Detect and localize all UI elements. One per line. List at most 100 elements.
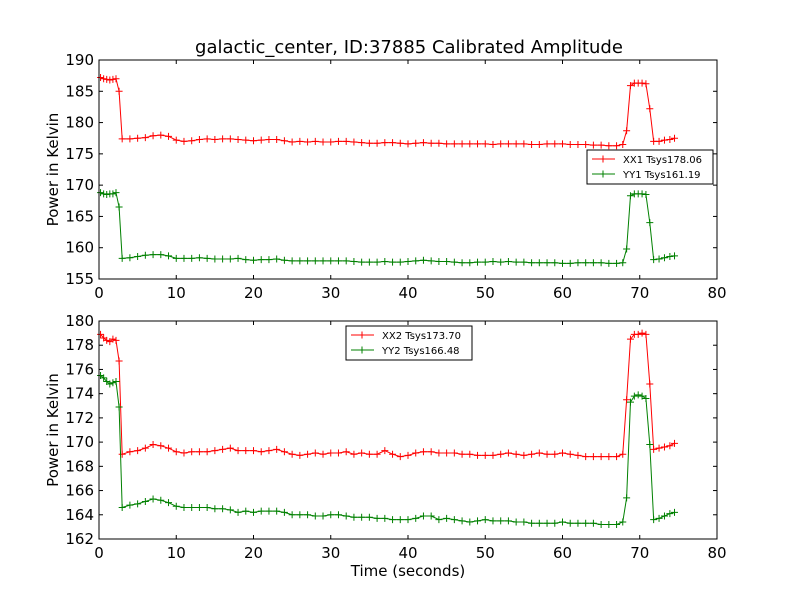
data-point: [296, 137, 304, 145]
data-point: [334, 449, 342, 457]
legend: XX2 Tsys173.70 YY2 Tsys166.48: [345, 325, 473, 361]
data-point: [574, 140, 582, 148]
data-point: [250, 256, 257, 264]
y-axis-label: Power in Kelvin: [44, 113, 62, 227]
data-point: [141, 134, 149, 142]
panel-1: 0 10 20 30 40 50 60 70 80 155 160 165 170 175 180 185 19…: [44, 51, 727, 302]
data-point: [481, 451, 489, 459]
data-point: [642, 191, 650, 199]
data-point: [188, 137, 196, 145]
data-point: [642, 330, 650, 338]
data-point: [157, 442, 165, 450]
data-point: [203, 504, 211, 512]
data-point: [481, 258, 489, 266]
data-point: [613, 259, 621, 267]
data-point: [605, 142, 613, 150]
y-tick-label: 170: [65, 433, 94, 451]
data-point: [474, 517, 482, 525]
data-point: [504, 140, 512, 148]
data-point: [327, 138, 335, 146]
data-point: [288, 450, 296, 458]
data-point: [288, 138, 296, 146]
data-point: [574, 519, 582, 527]
data-point: [180, 449, 188, 457]
data-point: [443, 140, 451, 148]
data-point: [512, 450, 520, 458]
data-point: [389, 516, 397, 524]
data-point: [566, 140, 574, 148]
data-point: [373, 514, 381, 522]
data-point: [296, 257, 304, 265]
data-point: [412, 257, 420, 265]
data-point: [250, 137, 257, 145]
data-point: [520, 140, 528, 148]
data-point: [280, 137, 288, 145]
data-point: [574, 259, 582, 267]
data-point: [535, 519, 543, 527]
panels: 0 10 20 30 40 50 60 70 80 155 160 165 170 175 180 185 19…: [44, 51, 727, 580]
data-point: [419, 448, 427, 456]
data-point: [623, 245, 631, 253]
data-point: [106, 76, 114, 84]
data-point: [373, 258, 381, 266]
data-point: [520, 518, 528, 526]
data-point: [350, 513, 358, 521]
data-point: [404, 516, 412, 524]
data-point: [660, 443, 668, 451]
series-1: [97, 329, 679, 461]
data-point: [358, 513, 366, 521]
data-point: [365, 450, 373, 458]
data-point: [234, 135, 242, 143]
x-tick-label: 40: [398, 544, 417, 562]
data-point: [115, 357, 123, 365]
data-point: [450, 140, 458, 148]
data-point: [474, 140, 482, 148]
data-point: [311, 257, 319, 265]
y-tick-label: 160: [65, 239, 94, 257]
data-point: [134, 134, 142, 142]
data-point: [358, 449, 366, 457]
data-point: [404, 257, 412, 265]
legend-label: YY1 Tsys161.19: [622, 170, 701, 181]
data-point: [327, 449, 335, 457]
data-point: [103, 75, 111, 83]
data-point: [334, 511, 342, 519]
data-point: [589, 519, 597, 527]
data-point: [528, 140, 536, 148]
data-point: [203, 254, 211, 262]
data-point: [559, 449, 566, 457]
data-point: [435, 516, 443, 524]
data-point: [149, 132, 157, 140]
data-point: [165, 444, 173, 452]
legend-box: [586, 149, 714, 185]
data-point: [172, 448, 180, 456]
data-point: [280, 256, 288, 264]
data-point: [115, 87, 123, 95]
data-point: [646, 219, 654, 227]
data-point: [427, 257, 435, 265]
data-point: [396, 258, 404, 266]
data-point: [589, 259, 597, 267]
data-point: [528, 450, 536, 458]
data-point: [613, 453, 621, 461]
data-point: [566, 450, 574, 458]
data-point: [342, 137, 350, 145]
data-point: [466, 518, 474, 526]
data-point: [512, 518, 520, 526]
data-point: [613, 142, 621, 150]
data-point: [389, 450, 397, 458]
data-point: [226, 255, 234, 263]
data-point: [365, 513, 373, 521]
data-point: [512, 140, 520, 148]
x-tick-label: 0: [94, 544, 104, 562]
data-point: [666, 510, 674, 518]
data-point: [149, 495, 157, 503]
data-point: [350, 450, 358, 458]
x-tick-label: 30: [321, 284, 340, 302]
data-point: [103, 191, 111, 199]
data-point: [646, 105, 654, 113]
data-point: [450, 449, 458, 457]
data-point: [172, 136, 180, 144]
data-point: [195, 135, 203, 143]
